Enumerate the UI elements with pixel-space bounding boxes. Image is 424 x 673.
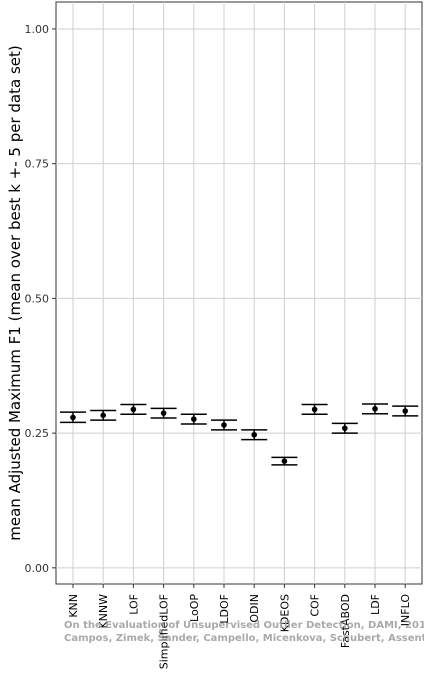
mean-point [251,431,257,438]
x-tick-label: LoOP [188,594,201,622]
y-tick-label: 0.00 [25,562,50,575]
y-tick-label: 0.75 [25,158,50,171]
mean-point [221,422,227,428]
mean-point [281,458,288,464]
y-tick-label: 1.00 [25,23,50,36]
x-tick-label: KDEOS [278,594,291,632]
mean-point [372,406,378,412]
mean-point [100,412,106,419]
grid-lines [56,2,422,584]
watermark-line-2: Campos, Zimek, Sander, Campello, Micenko… [64,633,424,644]
mean-point [70,414,76,421]
mean-point [402,408,409,414]
y-axis: 0.00 0.25 0.50 0.75 1.00 [25,23,56,575]
x-axis: KNN KNNW LOF SimplifiedLOF LoOP LDOF ODIN KDEOS… [67,584,412,669]
x-tick-label: FastABOD [339,594,352,648]
x-tick-label: COF [309,594,322,617]
x-tick-label: KNN [67,594,80,618]
y-tick-label: 0.50 [25,292,50,305]
mean-point [311,406,318,413]
mean-point [191,416,197,422]
plot-panel [55,1,423,585]
x-tick-label: LDF [369,594,382,615]
x-tick-label: INFLO [399,594,412,627]
x-tick-label: SimplifiedLOF [158,594,171,669]
x-tick-label: KNNW [97,594,110,629]
x-tick-label: LDOF [218,594,231,624]
watermark-line-1: On the Evaluation of Unsupervised Outlie… [64,620,424,631]
mean-point [342,425,348,432]
x-tick-label: LOF [127,594,140,615]
y-tick-label: 0.25 [25,427,50,440]
data-marks [60,403,419,466]
y-axis-label: mean Adjusted Maximum F1 (mean over best… [6,45,24,540]
x-tick-label: ODIN [248,594,261,623]
mean-point [160,410,167,416]
mean-point [130,406,137,413]
